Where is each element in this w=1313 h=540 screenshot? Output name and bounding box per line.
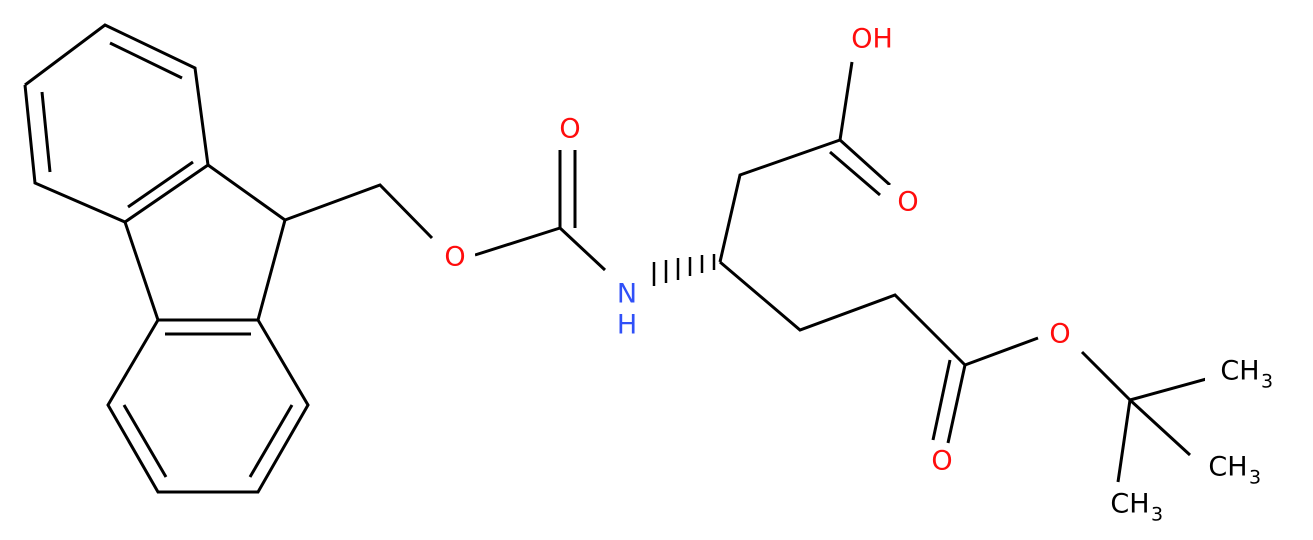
label-bg: [607, 277, 647, 313]
label-bg: [922, 444, 962, 480]
atom-sub-label: H: [617, 310, 637, 341]
atom-label: O: [444, 242, 465, 273]
label-bg: [888, 185, 928, 221]
atom-subscript: 3: [1151, 504, 1163, 526]
atom-subscript: 3: [1249, 467, 1261, 489]
atom-label: O: [931, 446, 952, 477]
atom-label: CH: [1208, 452, 1247, 483]
atom-label: CH: [1110, 489, 1149, 520]
label-bg: [1095, 487, 1165, 523]
atom-subscript: 3: [1261, 371, 1273, 393]
label-bg: [435, 240, 475, 276]
atom-label: N: [617, 279, 637, 310]
atom-label: O: [1049, 319, 1070, 350]
label-bg: [1040, 317, 1080, 353]
bonds: [23, 23, 1211, 494]
atom-label: OH: [851, 24, 893, 55]
atom-label: CH: [1220, 356, 1259, 387]
label-bg: [852, 22, 892, 58]
label-bg: [1193, 450, 1263, 486]
label-bg: [1205, 354, 1275, 390]
atom-label: O: [897, 187, 918, 218]
hashed-wedge: [652, 254, 716, 286]
atom-label: O: [559, 114, 580, 145]
label-bg: [550, 112, 590, 148]
